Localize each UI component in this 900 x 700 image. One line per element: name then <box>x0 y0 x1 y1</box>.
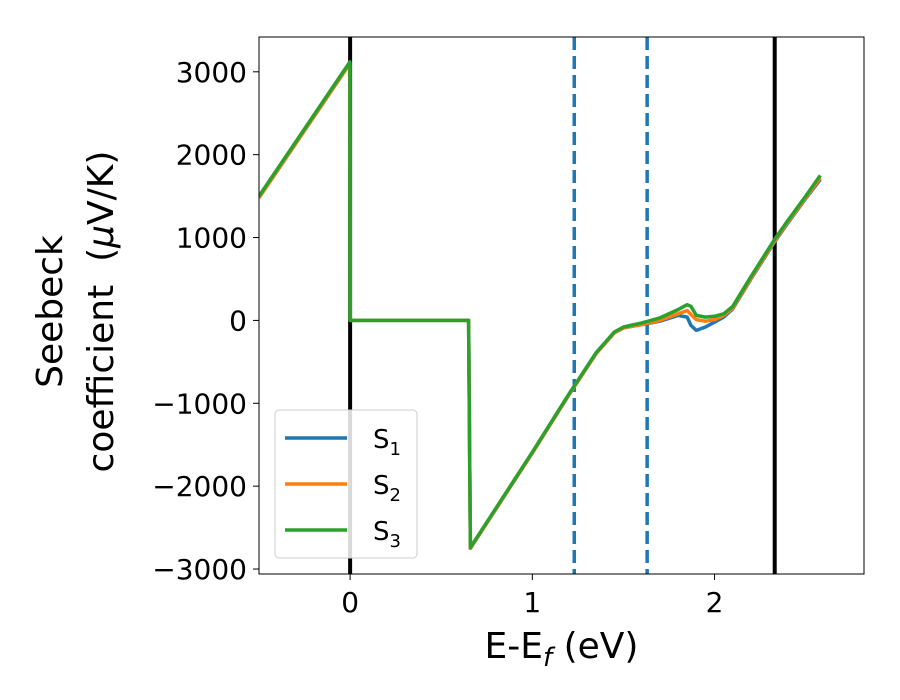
x-axis-title-unit: (eV) <box>552 626 638 667</box>
x-axis-title-main: E-E <box>485 626 543 667</box>
y-tick-label: −2000 <box>152 470 247 503</box>
y-axis-title-line2: coefficient (μV/K) <box>81 151 122 473</box>
y-tick-label: −1000 <box>152 387 247 420</box>
y-axis-title-line2-text: coefficient ( <box>81 248 122 473</box>
x-axis-ticks: 0 1 2 <box>341 574 723 619</box>
y-axis-title-line1: Seebeck <box>30 235 71 388</box>
legend-label-s2: S2 <box>373 471 401 506</box>
y-tick-label: 2000 <box>176 139 247 172</box>
y-tick-label: 3000 <box>176 56 247 89</box>
x-tick-label: 0 <box>341 586 359 619</box>
plot-frame <box>258 36 865 575</box>
y-axis-ticks: −3000 −2000 −1000 0 1000 2000 3000 <box>152 56 259 586</box>
y-tick-label: −3000 <box>152 553 247 586</box>
y-axis-title: Seebeck coefficient (μV/K) <box>30 151 122 473</box>
y-axis-title-unit: V/K) <box>81 151 122 225</box>
legend: S1 S2 S3 <box>274 409 418 559</box>
x-tick-label: 1 <box>523 586 541 619</box>
legend-label-s1: S1 <box>373 425 401 460</box>
y-axis-title-line1-text: Seebeck <box>30 235 71 388</box>
y-tick-label: 1000 <box>176 222 247 255</box>
y-axis-title-mu: μ <box>81 225 122 249</box>
legend-label-s3: S3 <box>373 517 401 552</box>
series-lines <box>259 60 822 551</box>
y-tick-label: 0 <box>229 304 247 337</box>
x-axis-title: E-Ef (eV) <box>485 626 639 673</box>
series-line-s3 <box>259 60 822 550</box>
x-tick-label: 2 <box>706 586 724 619</box>
